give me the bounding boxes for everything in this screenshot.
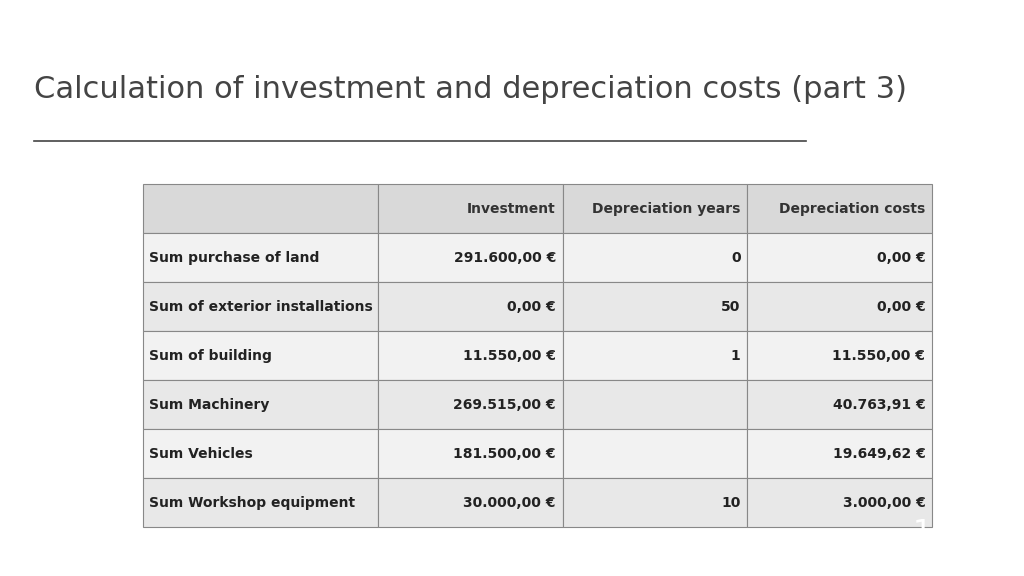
FancyBboxPatch shape (378, 184, 562, 233)
FancyBboxPatch shape (562, 429, 748, 478)
Text: Sum purchase of land: Sum purchase of land (150, 251, 319, 265)
FancyBboxPatch shape (562, 478, 748, 527)
Text: Sum Machinery: Sum Machinery (150, 397, 270, 412)
Text: 11.550,00 €: 11.550,00 € (463, 348, 556, 363)
FancyBboxPatch shape (142, 380, 378, 429)
Text: Sum of building: Sum of building (150, 348, 272, 363)
FancyBboxPatch shape (562, 282, 748, 331)
Text: Depreciation costs: Depreciation costs (779, 202, 926, 216)
Text: 16: 16 (912, 518, 951, 547)
FancyBboxPatch shape (562, 380, 748, 429)
FancyBboxPatch shape (142, 184, 378, 233)
Text: Investment: Investment (467, 202, 556, 216)
Text: 10: 10 (721, 495, 740, 510)
Text: 269.515,00 €: 269.515,00 € (454, 397, 556, 412)
FancyBboxPatch shape (378, 478, 562, 527)
FancyBboxPatch shape (378, 331, 562, 380)
FancyBboxPatch shape (378, 380, 562, 429)
FancyBboxPatch shape (748, 282, 932, 331)
Text: 1: 1 (731, 348, 740, 363)
FancyBboxPatch shape (142, 429, 378, 478)
Text: Sum Vehicles: Sum Vehicles (150, 446, 253, 461)
Text: 3.000,00 €: 3.000,00 € (843, 495, 926, 510)
Text: Depreciation years: Depreciation years (592, 202, 740, 216)
FancyBboxPatch shape (748, 184, 932, 233)
Text: 30.000,00 €: 30.000,00 € (464, 495, 556, 510)
Text: 291.600,00 €: 291.600,00 € (454, 251, 556, 265)
FancyBboxPatch shape (748, 380, 932, 429)
FancyBboxPatch shape (748, 233, 932, 282)
FancyBboxPatch shape (562, 184, 748, 233)
Text: Sum Workshop equipment: Sum Workshop equipment (150, 495, 355, 510)
FancyBboxPatch shape (378, 429, 562, 478)
Text: 11.550,00 €: 11.550,00 € (833, 348, 926, 363)
FancyBboxPatch shape (748, 478, 932, 527)
FancyBboxPatch shape (142, 331, 378, 380)
Text: 0: 0 (731, 251, 740, 265)
FancyBboxPatch shape (142, 233, 378, 282)
Text: 181.500,00 €: 181.500,00 € (454, 446, 556, 461)
Text: 0,00 €: 0,00 € (507, 300, 556, 314)
FancyBboxPatch shape (562, 233, 748, 282)
FancyBboxPatch shape (142, 282, 378, 331)
FancyBboxPatch shape (378, 233, 562, 282)
FancyBboxPatch shape (142, 478, 378, 527)
Text: 40.763,91 €: 40.763,91 € (833, 397, 926, 412)
Text: 50: 50 (721, 300, 740, 314)
Text: Calculation of investment and depreciation costs (part 3): Calculation of investment and depreciati… (34, 75, 906, 104)
Text: 0,00 €: 0,00 € (877, 251, 926, 265)
Text: 19.649,62 €: 19.649,62 € (833, 446, 926, 461)
FancyBboxPatch shape (378, 282, 562, 331)
FancyBboxPatch shape (562, 331, 748, 380)
Text: Sum of exterior installations: Sum of exterior installations (150, 300, 373, 314)
FancyBboxPatch shape (748, 331, 932, 380)
Text: 0,00 €: 0,00 € (877, 300, 926, 314)
FancyBboxPatch shape (748, 429, 932, 478)
